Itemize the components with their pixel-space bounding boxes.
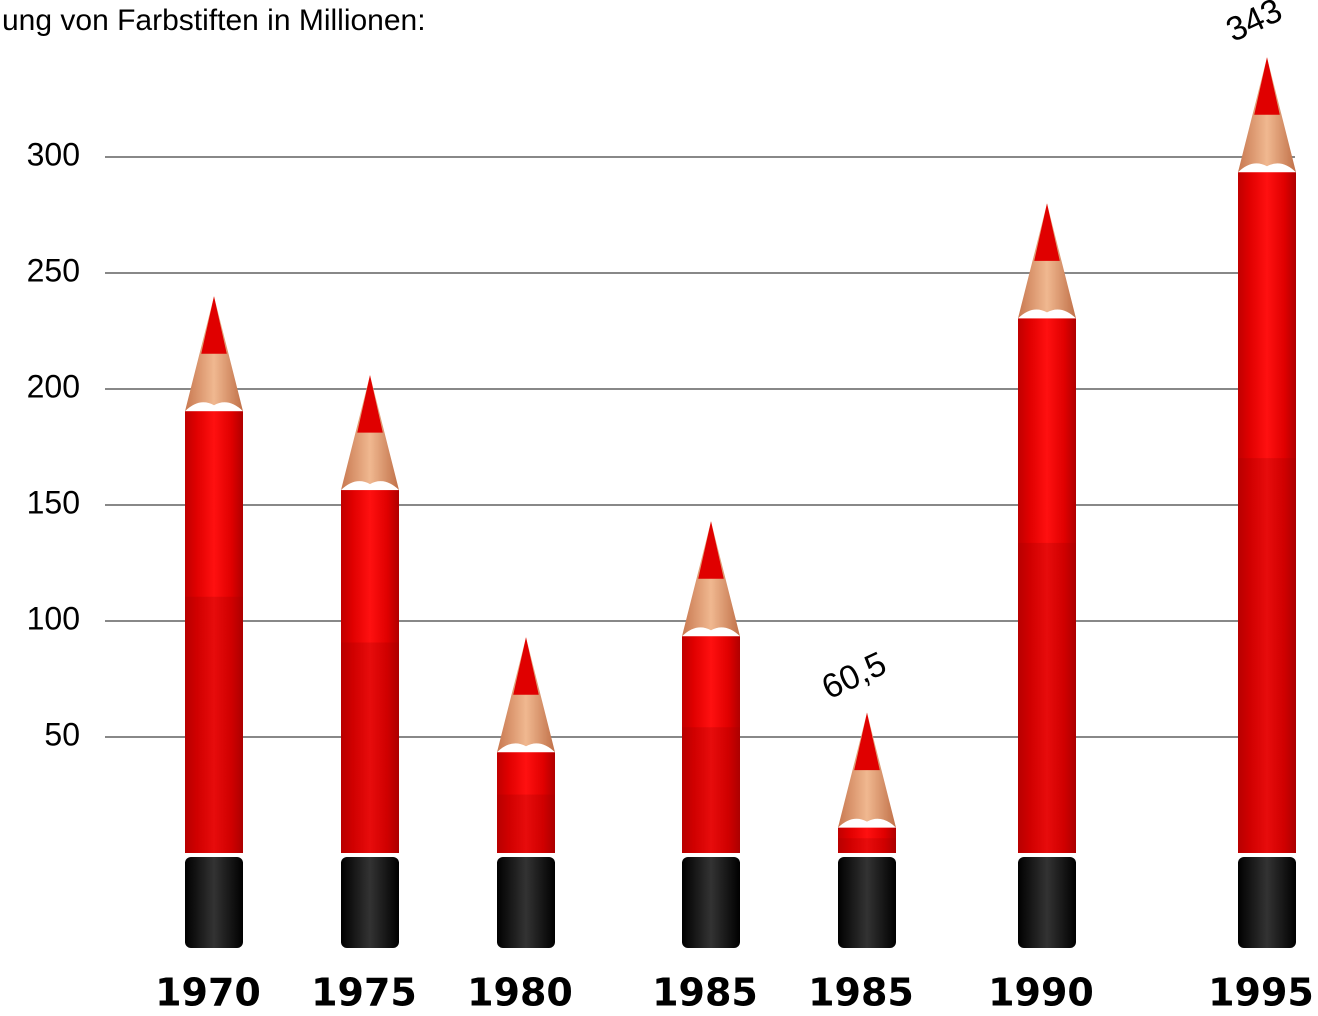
pencil-eraser	[838, 857, 896, 948]
pencil-shade	[682, 727, 740, 853]
x-tick-label: 1970	[155, 971, 261, 1015]
pencil-lead	[201, 296, 227, 354]
pencil	[341, 375, 399, 948]
y-tick-label: 200	[27, 368, 80, 404]
pencil-lead	[1034, 203, 1060, 261]
pencil-eraser	[341, 857, 399, 948]
pencil-lead	[1254, 57, 1280, 114]
pencil	[185, 296, 243, 948]
pencil	[682, 521, 740, 948]
x-tick-label: 1995	[1208, 971, 1314, 1015]
pencil	[1018, 203, 1076, 948]
y-tick-label: 150	[27, 484, 80, 520]
pencil-lead	[357, 375, 383, 433]
pencil-eraser	[185, 857, 243, 948]
pencil-eraser	[497, 857, 555, 948]
x-tick-label: 1975	[311, 971, 417, 1015]
pencil-lead	[513, 637, 539, 695]
pencil-lead	[698, 521, 724, 579]
value-label: 60,5	[816, 645, 892, 707]
y-tick-label: 300	[27, 136, 80, 172]
pencil-eraser	[682, 857, 740, 948]
x-tick-label: 1990	[988, 971, 1094, 1015]
chart: ung von Farbstiften in Millionen: 50 100 1…	[0, 0, 1318, 1016]
pencil-shade	[1238, 458, 1296, 853]
y-tick-label: 100	[27, 600, 80, 636]
pencil	[838, 713, 896, 948]
y-tick-label: 50	[44, 716, 80, 752]
pencil-shade	[185, 597, 243, 853]
pencil-lead	[854, 713, 880, 771]
pencil-shade	[497, 795, 555, 853]
pencil-eraser	[1018, 857, 1076, 948]
pencil-shade	[838, 838, 896, 853]
pencil	[497, 637, 555, 948]
x-tick-label: 1980	[467, 971, 573, 1015]
pencil	[1238, 57, 1296, 948]
pencil-eraser	[1238, 857, 1296, 948]
x-tick-label: 1985	[808, 971, 914, 1015]
value-label: 343	[1220, 0, 1287, 50]
x-tick-label: 1985	[652, 971, 758, 1015]
pencil-shade	[341, 643, 399, 853]
y-tick-label: 250	[27, 252, 80, 288]
pencil-shade	[1018, 543, 1076, 853]
chart-title: ung von Farbstiften in Millionen:	[2, 4, 426, 37]
